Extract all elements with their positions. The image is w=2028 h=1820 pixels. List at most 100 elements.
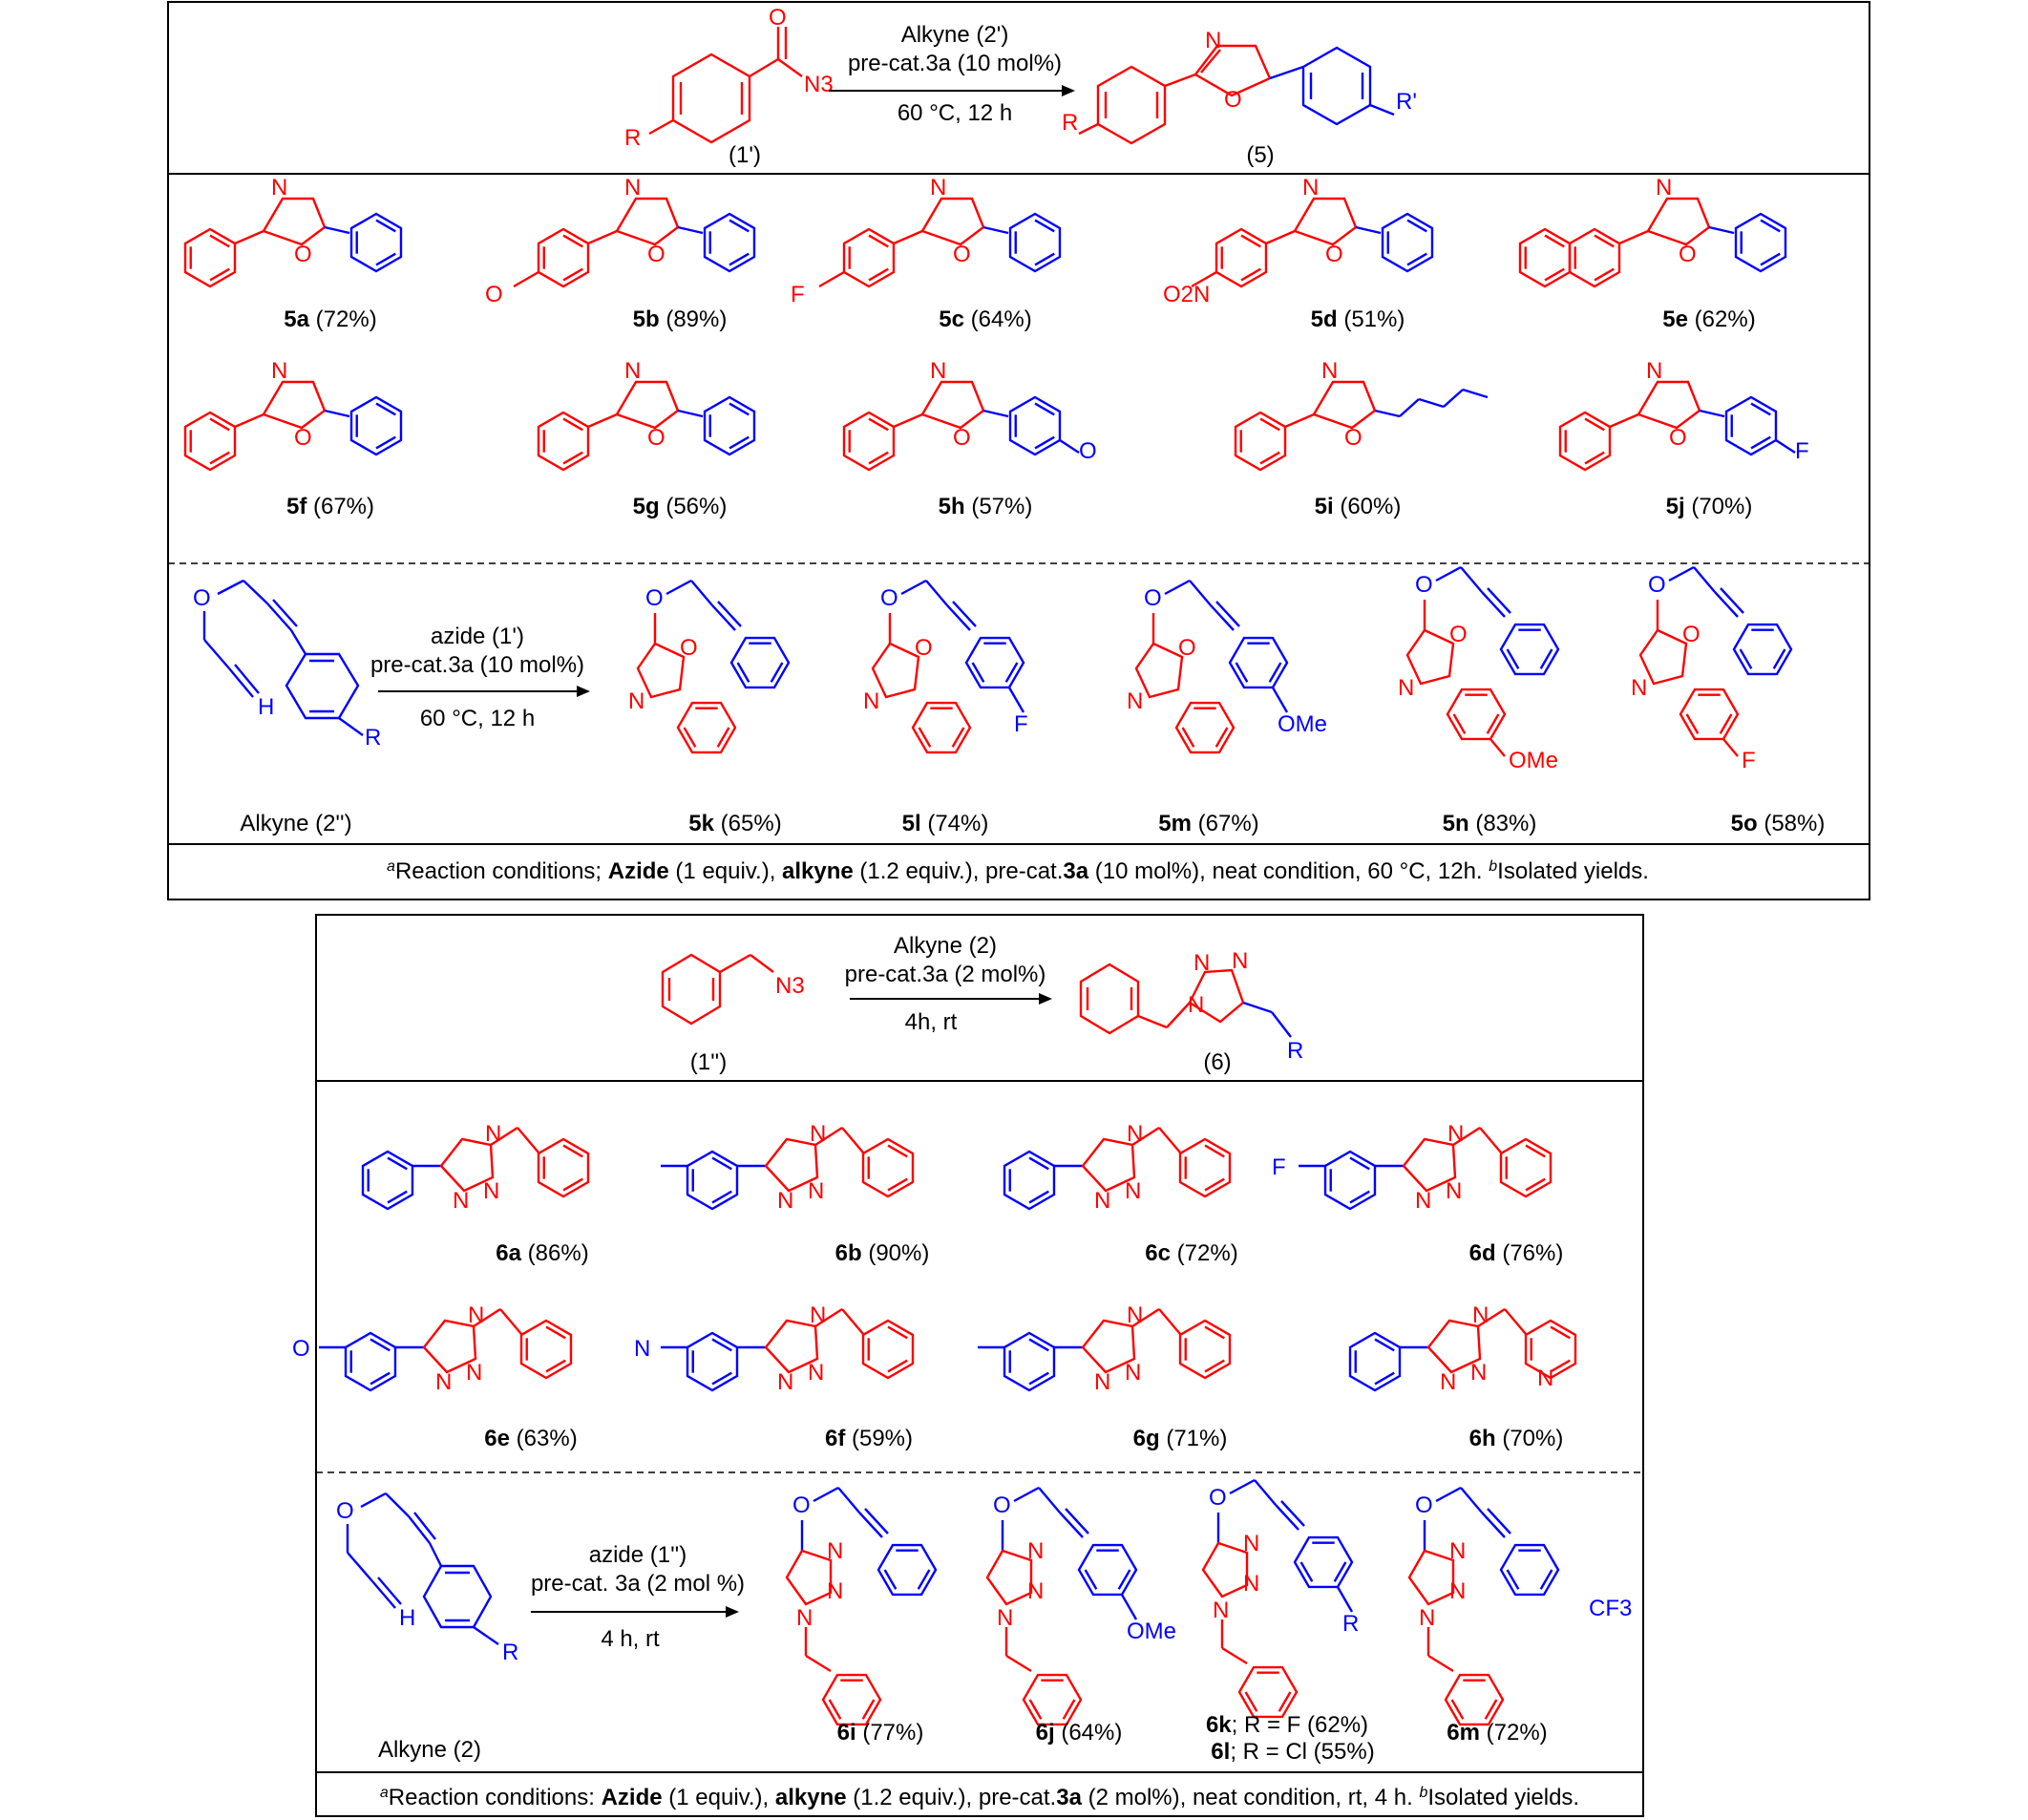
pyridine-n-label: N [1537, 1365, 1553, 1391]
product-5-label: (5) [1246, 142, 1274, 168]
ether-o-label: O [193, 585, 211, 611]
compound-5i-label: 5i (60%) [1315, 494, 1402, 519]
benzyl-azide-structure: N3 [661, 953, 805, 1026]
oxazole-n-label: N [930, 175, 946, 201]
aryl-substituent-label: F [1014, 711, 1028, 737]
oxazole-product-5-structure: R N O R' [1062, 28, 1417, 145]
triazole-n2-label: N [1243, 1571, 1259, 1597]
compound-6a-label: 6a (86%) [496, 1240, 588, 1266]
ether-o-label: O [993, 1492, 1011, 1518]
structure-6g: NNN [978, 1302, 1232, 1395]
aryl-substituent-label: R [1342, 1611, 1359, 1637]
oxazole-o-label: O [1224, 87, 1242, 113]
oxazole-o-label: O [1178, 635, 1196, 661]
compound-5a-label: 5a (72%) [284, 307, 376, 332]
scheme2-reagent-2: pre-cat.3a (2 mol%) [845, 962, 1046, 987]
oxazole-o-label: O [953, 242, 971, 267]
aryl-substituent-label: OMe [1509, 748, 1558, 773]
right-substituent-label: O [1079, 438, 1097, 464]
oxazole-n-label: N [930, 358, 946, 384]
aryl-substituent-label: F [1272, 1154, 1286, 1180]
compound-6b-label: 6b (90%) [835, 1240, 930, 1266]
triazole-n1-label: N [1027, 1538, 1044, 1564]
oxazole-n-label: N [863, 688, 879, 714]
triazole-n2-label: N [1449, 1578, 1466, 1604]
structure-5l: O F O N [863, 579, 1028, 754]
terminal2-h-label: H [399, 1605, 415, 1631]
oxazole-n-label: N [1205, 28, 1221, 53]
triazole-n3-label: N [1440, 1369, 1456, 1395]
oxazole-n-label: N [624, 358, 641, 384]
triazole-n1-label: N [1243, 1531, 1259, 1556]
triazole-n3-label: N [777, 1369, 793, 1395]
triazole-n2-label: N [1125, 1360, 1141, 1386]
ether-o-label: O [1648, 572, 1666, 598]
compound-5m-label: 5m (67%) [1158, 811, 1258, 836]
compound-6l-label: 6l; R = Cl (55%) [1211, 1739, 1374, 1765]
oxazole-o-label: O [1449, 622, 1468, 647]
compound-6k-label: 6k; R = F (62%) [1206, 1712, 1368, 1738]
ether-o-label: O [1144, 585, 1162, 611]
oxazole-o-label: O [647, 425, 665, 451]
triazole-n1-label: N [1188, 992, 1204, 1018]
structure-5m: O OMe O N [1127, 579, 1327, 754]
compound-6m-label: 6m (72%) [1447, 1720, 1547, 1746]
structure-5d: O2N N O [1163, 175, 1434, 307]
oxazole-o-label: O [1325, 242, 1343, 267]
oxazole-n-label: N [624, 175, 641, 201]
triazole-n2-label: N [1194, 950, 1210, 976]
triazole-n2-label: N [808, 1178, 824, 1204]
structure-5i: NO [1234, 358, 1489, 472]
scheme2-bottom-reaction: O R H Alkyne (2) azide (1'') pre-cat. 3a… [336, 1478, 1632, 1765]
oxazole-o-label: O [294, 242, 312, 267]
triazole-n3-label: N [1094, 1188, 1110, 1214]
compound-5h-label: 5h (57%) [939, 494, 1033, 519]
oxazole-n-label: N [1398, 675, 1414, 701]
structure-5a: NO [183, 175, 403, 288]
scheme1-panel [167, 1, 1870, 900]
scheme1-reagent-3: 60 °C, 12 h [898, 100, 1012, 126]
structure-5n: OO N OMe [1398, 565, 1560, 773]
triazole-n3-label: N [1213, 1598, 1229, 1623]
compound-5f-label: 5f (67%) [286, 494, 374, 519]
alkyne2-r-label: R [502, 1640, 518, 1665]
compound-6f-label: 6f (59%) [825, 1426, 913, 1451]
scheme2-header-reaction: N3 (1'') Alkyne (2) pre-cat.3a (2 mol%) … [661, 933, 1303, 1075]
product-r-label: R [1062, 110, 1078, 136]
compound-5k-label: 5k (65%) [688, 811, 781, 836]
scheme2-bottom-reagent-2: pre-cat. 3a (2 mol %) [531, 1571, 745, 1597]
product-6-label: (6) [1203, 1049, 1231, 1075]
dipropargyl-ether-alkyne-2-structure: O R H [336, 1492, 518, 1665]
left-substituent-label: F [791, 282, 805, 307]
oxazole-n-label: N [271, 175, 287, 201]
alkyne-2dprime-label: Alkyne (2'') [240, 811, 351, 836]
triazole-n2-label: N [808, 1360, 824, 1386]
triazole-n3-label: N [997, 1605, 1013, 1631]
structure-6a: NNN [361, 1121, 590, 1214]
alkyne-2-label: Alkyne (2) [378, 1737, 481, 1763]
scheme2-frame [315, 914, 1644, 1817]
triazole-n3-label: N [777, 1188, 793, 1214]
azide-n3-label: N3 [804, 72, 834, 97]
oxazole-o-label: O [1679, 242, 1697, 267]
aryl-substituent-label: N [634, 1336, 650, 1362]
compound-5j-label: 5j (70%) [1666, 494, 1753, 519]
structure-5j: N O F [1558, 358, 1809, 472]
oxazole-o-label: O [680, 635, 698, 661]
structure-5c: F N O [791, 175, 1062, 307]
aryl-substituent-label: F [1742, 748, 1756, 773]
triazole-n3-label: N [1415, 1188, 1431, 1214]
scheme1-bottom-reagent-2: pre-cat.3a (10 mol%) [370, 652, 584, 678]
triazole-n3-label: N [1419, 1605, 1435, 1631]
right-substituent-label: F [1795, 438, 1809, 464]
triazole-n2-label: N [466, 1360, 482, 1386]
structure-6h: NNN N [1348, 1302, 1577, 1395]
scheme2-panel [315, 914, 1644, 1817]
scheme1-bottom-reagent-1: azide (1') [431, 624, 524, 649]
